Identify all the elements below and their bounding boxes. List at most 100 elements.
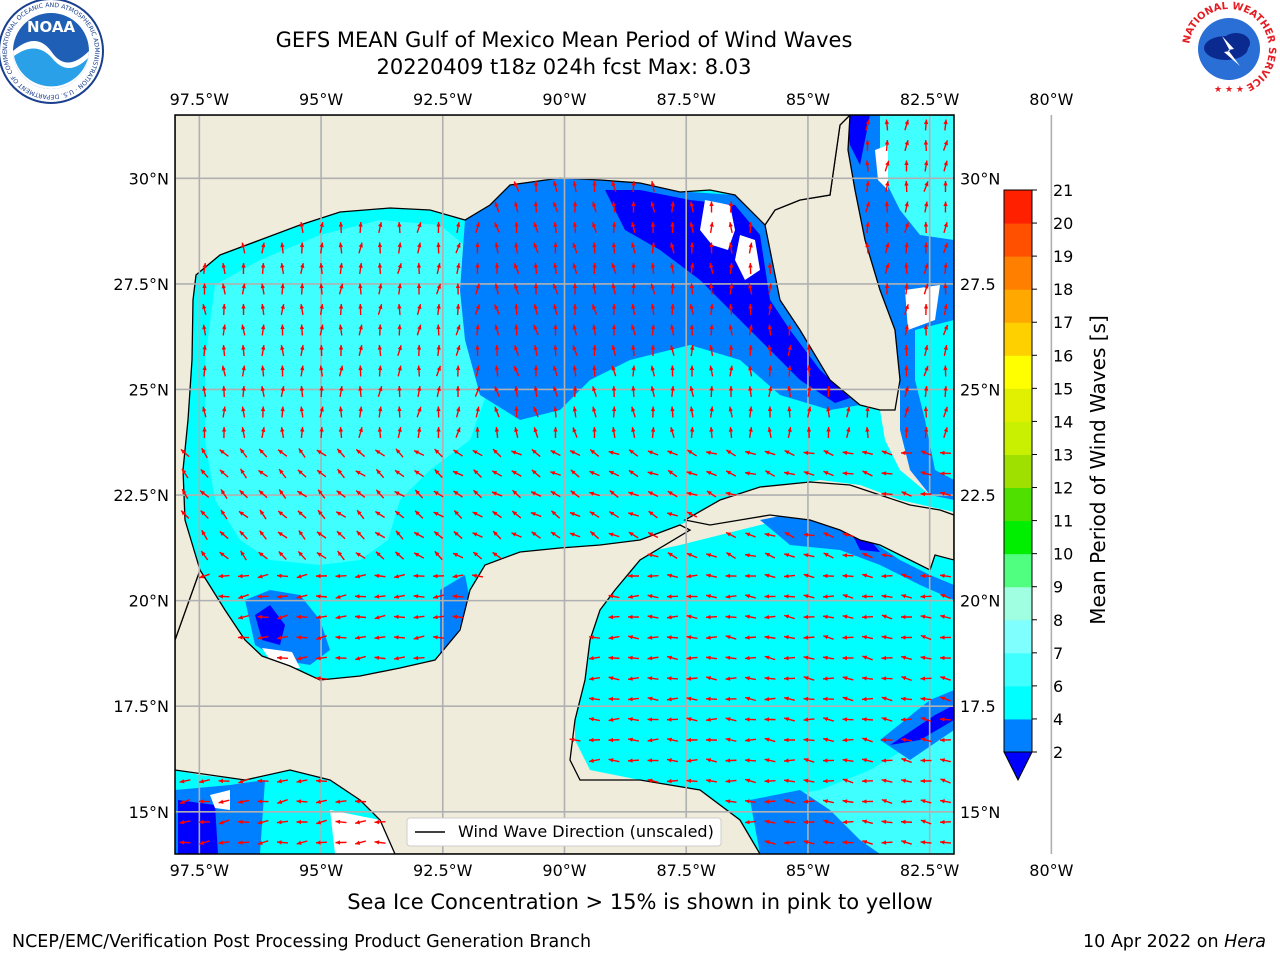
wind-wave-arrow	[338, 221, 344, 234]
wind-wave-arrow	[631, 406, 636, 418]
wind-wave-arrow	[199, 840, 210, 845]
wind-wave-arrow	[705, 450, 718, 455]
wind-wave-arrow	[709, 262, 714, 275]
wind-wave-arrow	[865, 180, 870, 193]
wind-wave-arrow	[666, 717, 679, 722]
wind-wave-arrow	[337, 468, 345, 479]
lon-tick-label: 85°W	[786, 861, 830, 880]
wind-wave-arrow	[764, 450, 776, 456]
wind-wave-arrow	[862, 552, 873, 559]
wind-wave-arrow	[218, 840, 230, 845]
lat-tick-label-left: 27.5°N	[113, 275, 169, 294]
wind-wave-arrow	[219, 530, 229, 540]
wind-wave-arrow	[745, 532, 756, 538]
wind-wave-arrow	[355, 490, 366, 498]
wind-wave-arrow	[395, 448, 404, 458]
wind-wave-arrow	[631, 365, 636, 377]
wind-wave-arrow	[709, 426, 714, 439]
wind-wave-arrow	[414, 510, 424, 519]
wind-wave-arrow	[745, 778, 756, 784]
wind-wave-arrow	[725, 594, 737, 599]
wind-wave-arrow	[315, 614, 328, 620]
wind-wave-arrow	[355, 552, 366, 559]
wind-wave-arrow	[277, 510, 288, 519]
map-frame	[174, 114, 955, 855]
wind-wave-arrow	[319, 344, 324, 357]
wind-wave-arrow	[744, 635, 757, 640]
wind-wave-arrow	[261, 426, 266, 439]
wind-wave-arrow	[767, 344, 772, 357]
wind-wave-arrow	[881, 798, 893, 805]
wind-wave-arrow	[572, 303, 578, 316]
wind-wave-arrow	[787, 426, 792, 439]
wind-wave-arrow	[881, 676, 893, 681]
colorbar-swatch	[1004, 586, 1032, 621]
wind-wave-arrow	[904, 242, 909, 254]
wind-wave-arrow	[358, 242, 363, 254]
wind-wave-arrow	[881, 737, 893, 743]
colorbar-swatch	[1004, 388, 1032, 422]
wind-wave-arrow	[491, 491, 503, 497]
lon-tick-label: 90°W	[542, 861, 586, 880]
wind-wave-arrow	[199, 573, 210, 579]
wind-wave-arrow	[686, 574, 698, 579]
wind-wave-arrow	[377, 344, 383, 357]
wind-wave-arrow	[530, 491, 542, 497]
colorbar-tick-label: 11	[1053, 512, 1073, 531]
wind-wave-arrow	[725, 551, 737, 560]
wind-wave-arrow	[943, 385, 948, 398]
wind-wave-arrow	[608, 594, 620, 599]
wind-wave-arrow	[377, 262, 383, 275]
wind-wave-arrow	[553, 262, 558, 275]
wind-wave-arrow	[337, 550, 345, 561]
wind-wave-arrow	[572, 201, 578, 213]
wind-wave-arrow	[611, 385, 617, 398]
wind-wave-arrow	[241, 242, 246, 254]
wind-wave-arrow	[846, 406, 851, 418]
wind-wave-arrow	[280, 283, 285, 295]
wind-wave-arrow	[900, 635, 913, 640]
wind-wave-arrow	[220, 489, 228, 499]
wind-wave-arrow	[181, 488, 189, 500]
wind-wave-arrow	[783, 471, 796, 476]
wind-wave-arrow	[611, 242, 617, 254]
wind-wave-arrow	[436, 262, 441, 275]
wind-wave-arrow	[455, 385, 461, 398]
colorbar-swatch	[1004, 223, 1032, 257]
wind-wave-arrow	[920, 676, 932, 681]
wind-wave-arrow	[550, 510, 561, 519]
wind-wave-arrow	[803, 799, 815, 804]
noaa-logo-text: NOAA	[27, 18, 76, 36]
wind-wave-arrow	[842, 553, 854, 558]
wind-wave-arrow	[276, 635, 289, 640]
colorbar-tick-label: 14	[1053, 412, 1073, 431]
wind-wave-arrow	[374, 573, 386, 579]
wind-wave-arrow	[689, 221, 694, 234]
wind-wave-arrow	[237, 819, 250, 825]
wind-wave-arrow	[533, 303, 539, 316]
wind-wave-arrow	[572, 385, 578, 398]
wind-wave-arrow	[803, 614, 815, 620]
wind-wave-arrow	[221, 283, 226, 295]
wind-wave-arrow	[822, 778, 835, 784]
caribbean-water	[575, 515, 954, 854]
wind-wave-arrow	[592, 426, 597, 439]
wind-wave-arrow	[901, 675, 912, 682]
wind-wave-arrow	[647, 573, 659, 579]
wind-wave-arrow	[416, 283, 422, 295]
wind-wave-arrow	[631, 180, 636, 193]
wind-wave-arrow	[375, 468, 385, 479]
wind-wave-arrow	[241, 324, 246, 336]
wind-wave-arrow	[436, 385, 441, 398]
wind-wave-arrow	[299, 385, 305, 398]
wind-wave-arrow	[319, 262, 324, 275]
wind-wave-arrow	[299, 426, 305, 439]
wind-wave-arrow	[705, 717, 718, 722]
wind-wave-arrow	[920, 840, 932, 845]
wind-wave-arrow	[900, 799, 913, 804]
wind-wave-arrow	[550, 490, 561, 498]
wind-wave-arrow	[884, 119, 890, 131]
wind-wave-arrow	[553, 242, 558, 254]
wind-wave-arrow	[494, 304, 500, 315]
wind-wave-arrow	[748, 406, 753, 418]
